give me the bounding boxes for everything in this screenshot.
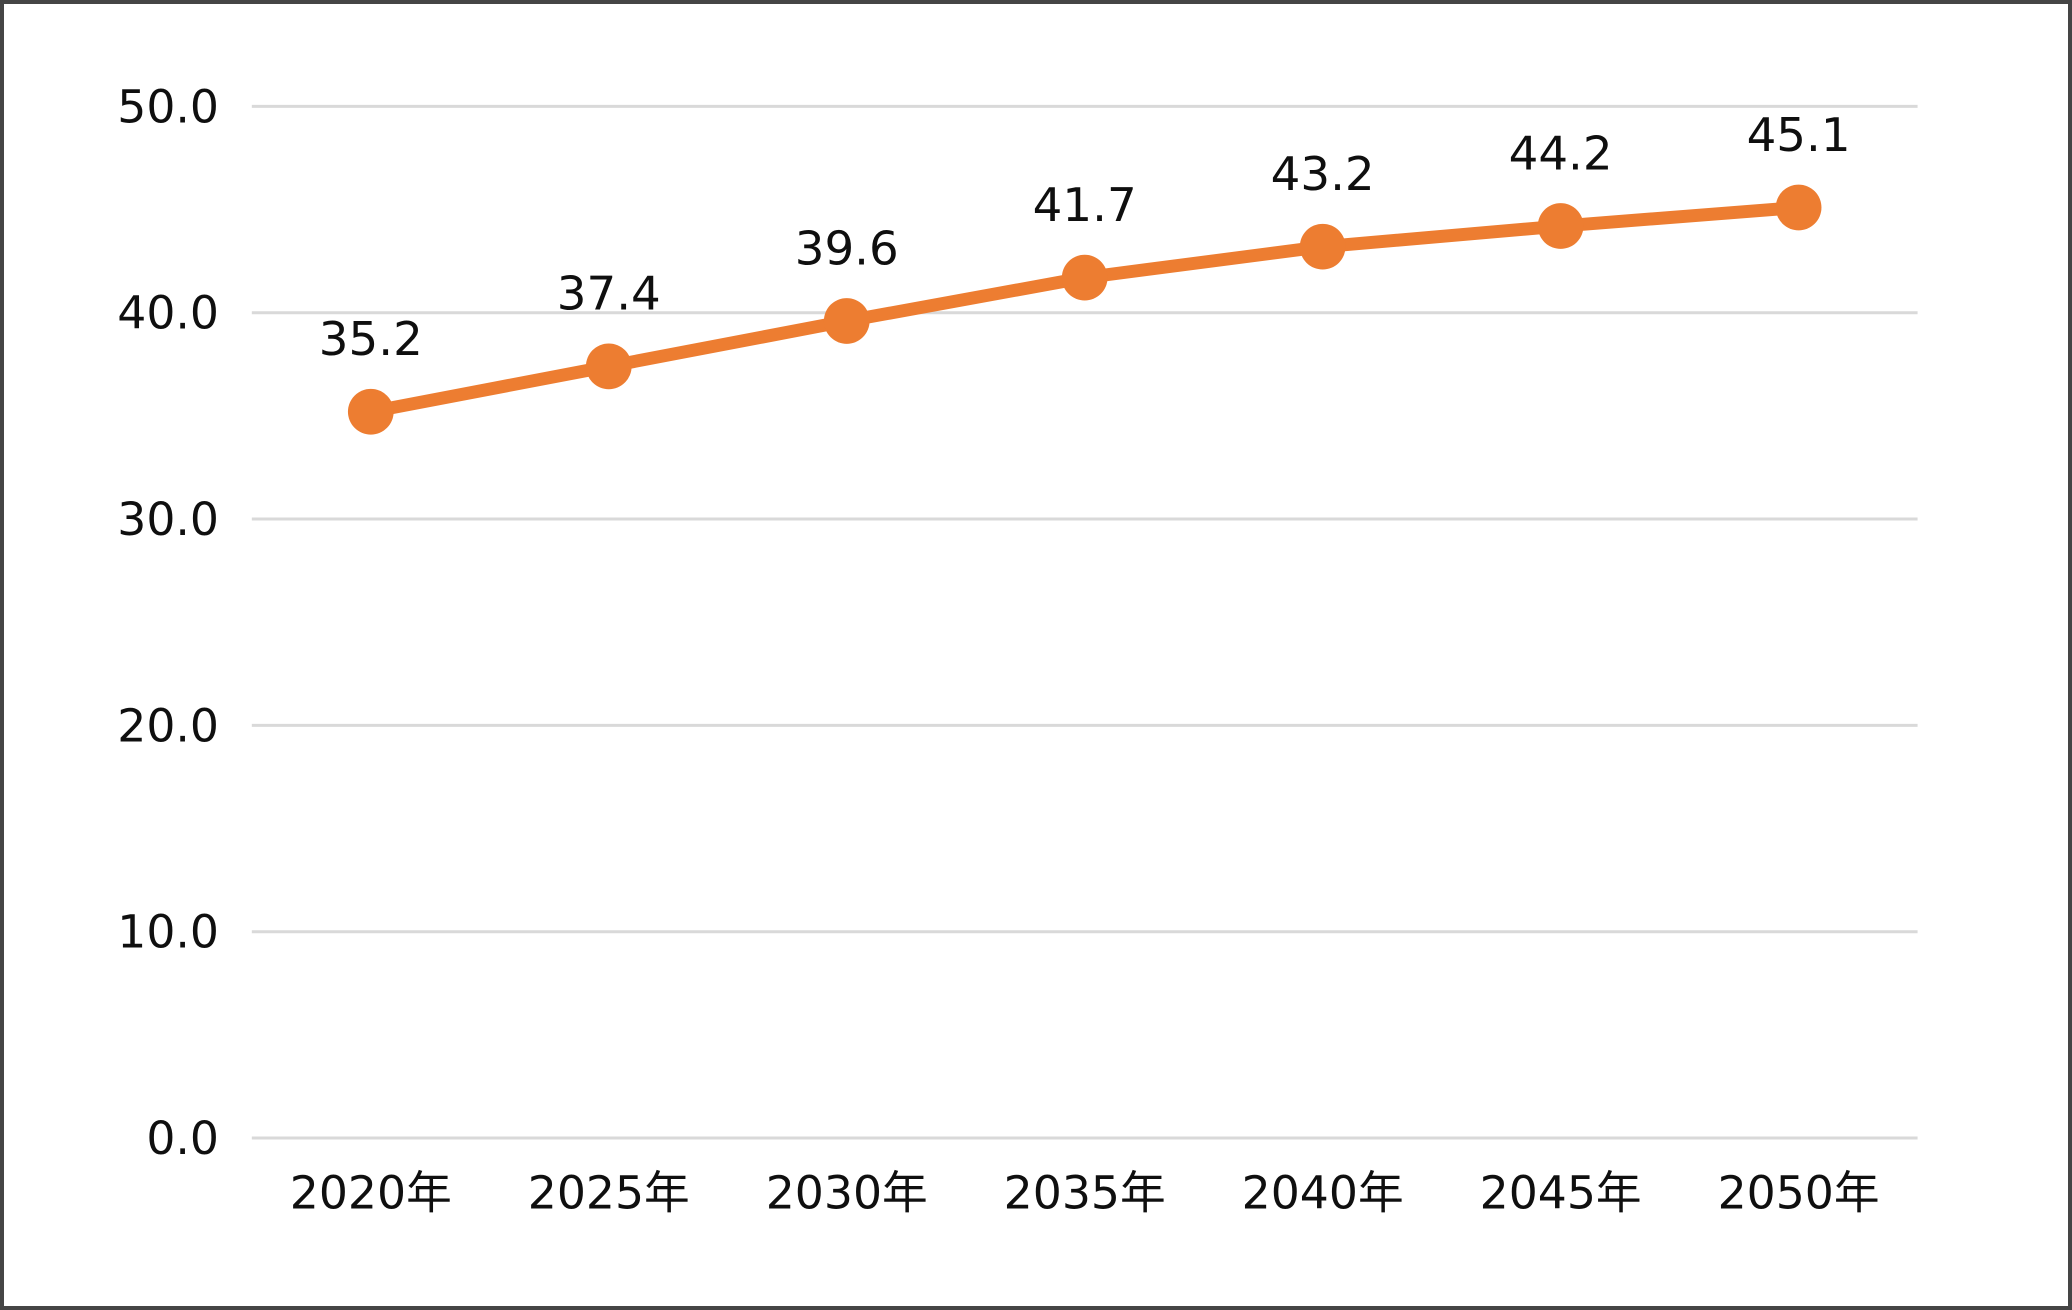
data-point-marker xyxy=(1299,223,1346,270)
data-series-layer xyxy=(347,184,1822,435)
y-axis-tick-label: 50.0 xyxy=(117,80,219,133)
data-point-marker xyxy=(823,298,870,344)
data-point-marker xyxy=(1775,184,1822,231)
data-point-labels: 35.2 37.4 39.6 41.7 43.2 44.2 45.1 xyxy=(319,109,1851,367)
data-point-label: 45.1 xyxy=(1747,109,1851,163)
data-point-marker xyxy=(347,388,394,435)
data-point-marker xyxy=(585,343,632,390)
x-axis-tick-label: 2040年 xyxy=(1242,1167,1404,1220)
y-axis-tick-label: 0.0 xyxy=(146,1112,219,1165)
y-axis-tick-label: 20.0 xyxy=(117,699,219,752)
data-point-label: 39.6 xyxy=(795,222,899,276)
y-axis-tick-label: 30.0 xyxy=(117,493,219,546)
data-point-marker xyxy=(1537,203,1584,249)
data-point-label: 37.4 xyxy=(557,268,661,322)
y-axis-tick-label: 40.0 xyxy=(117,287,219,340)
x-axis-tick-label: 2020年 xyxy=(290,1167,452,1220)
line-chart-canvas: 0.0 10.0 20.0 30.0 40.0 50.0 35.2 37.4 39.6 41.7… xyxy=(117,80,1918,1220)
x-axis-tick-labels: 2020年 2025年 2030年 2035年 2040年 2045年 2050年 xyxy=(290,1167,1880,1220)
data-point-label: 35.2 xyxy=(319,313,423,367)
x-axis-tick-label: 2045年 xyxy=(1480,1167,1642,1220)
x-axis-tick-label: 2025年 xyxy=(528,1167,690,1220)
x-axis-tick-label: 2035年 xyxy=(1004,1167,1166,1220)
data-point-label: 41.7 xyxy=(1033,179,1137,233)
data-point-label: 44.2 xyxy=(1509,127,1613,181)
data-point-label: 43.2 xyxy=(1271,148,1375,202)
y-axis-tick-labels: 0.0 10.0 20.0 30.0 40.0 50.0 xyxy=(117,80,219,1165)
x-axis-tick-label: 2050年 xyxy=(1718,1167,1880,1220)
x-axis-tick-label: 2030年 xyxy=(766,1167,928,1220)
gridlines-layer xyxy=(251,104,1918,1140)
data-point-marker xyxy=(1061,254,1108,301)
y-axis-tick-label: 10.0 xyxy=(117,906,219,959)
